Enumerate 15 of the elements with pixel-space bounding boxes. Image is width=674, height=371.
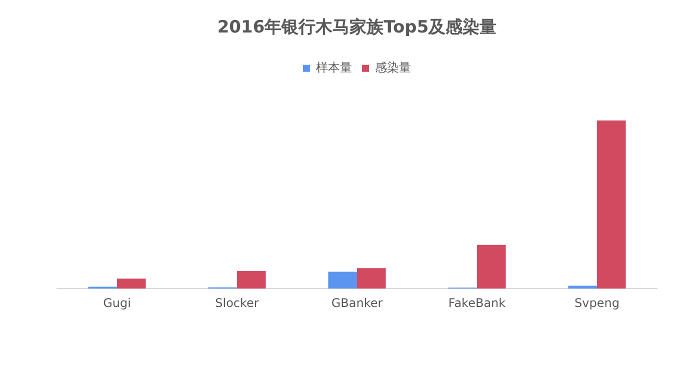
chart-title: 2016年银行木马家族Top5及感染量: [217, 18, 497, 38]
x-tick-label: FakeBank: [448, 296, 506, 310]
legend-label: 感染量: [375, 60, 411, 75]
bar: [477, 244, 506, 289]
x-tick-label: Gugi: [103, 296, 131, 310]
x-tick-label: Svpeng: [574, 296, 620, 310]
bar: [117, 278, 146, 289]
bar: [237, 270, 266, 289]
bar: [597, 120, 626, 289]
legend-label: 样本量: [316, 60, 352, 75]
bar: [357, 268, 386, 289]
bar: [328, 272, 357, 289]
bar: [568, 286, 597, 289]
x-tick-label: Slocker: [215, 296, 259, 310]
x-tick-label: GBanker: [331, 296, 383, 310]
